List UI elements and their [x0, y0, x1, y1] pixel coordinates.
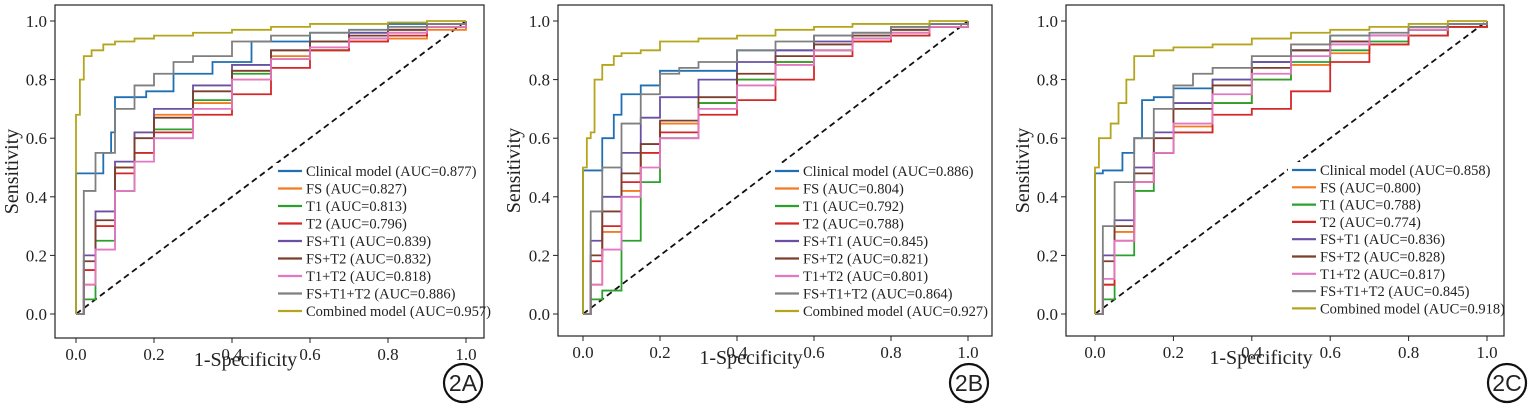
y-axis-label: Sensitivity [1, 129, 23, 215]
x-tick-label: 0.0 [65, 345, 86, 364]
y-tick-label: 1.0 [26, 12, 47, 31]
x-axis-label: 1-Specificity [194, 349, 297, 371]
x-tick-label: 0.2 [649, 343, 670, 362]
y-tick-label: 0.6 [529, 129, 550, 148]
panel-tag-label: 2A [449, 370, 478, 396]
panel-tag-label: 2C [1492, 370, 1521, 396]
legend-entry: FS (AUC=0.800) [1320, 180, 1421, 196]
x-axis-label: 1-Specificity [699, 347, 802, 369]
legend-entry: Combined model (AUC=0.927) [803, 304, 988, 320]
y-tick-label: 0.4 [1037, 188, 1059, 207]
y-tick-label: 0.8 [26, 71, 47, 90]
x-tick-label: 0.6 [299, 345, 320, 364]
x-tick-label: 1.0 [455, 345, 476, 364]
legend-entry: Combined model (AUC=0.918) [1320, 301, 1505, 317]
legend-entry: FS+T2 (AUC=0.828) [1320, 250, 1445, 266]
x-tick-label: 0.6 [1320, 343, 1341, 362]
reference-diagonal [75, 20, 467, 315]
x-tick-label: 0.2 [1163, 343, 1184, 362]
legend-entry: T2 (AUC=0.788) [803, 217, 904, 233]
legend-entry: T1+T2 (AUC=0.818) [306, 269, 431, 285]
axes-frame [54, 4, 485, 339]
y-axis-label: Sensitivity [503, 128, 525, 214]
roc-curve-9 [1094, 20, 1487, 314]
panel-tag-circle [948, 362, 990, 404]
x-tick-label: 0.4 [726, 343, 748, 362]
panel-tag-label: 2B [955, 370, 983, 396]
legend-entry: T2 (AUC=0.774) [1320, 215, 1421, 231]
y-tick-label: 0.8 [529, 71, 550, 90]
legend-entry: FS+T2 (AUC=0.821) [803, 252, 928, 268]
legend-box [1288, 162, 1500, 312]
legend-entry: T2 (AUC=0.796) [306, 217, 407, 233]
panel-tag-circle [442, 362, 484, 404]
y-tick-label: 0.4 [26, 188, 48, 207]
y-tick-label: 1.0 [529, 12, 550, 31]
axes-frame [1065, 4, 1505, 337]
legend-box [274, 163, 482, 315]
legend-entry: FS (AUC=0.804) [803, 182, 904, 198]
y-tick-label: 0.0 [1037, 305, 1058, 324]
x-tick-label: 0.4 [1241, 343, 1263, 362]
legend-entry: FS+T1 (AUC=0.839) [306, 234, 431, 250]
y-tick-label: 0.2 [529, 246, 550, 265]
legend-entry: FS+T1+T2 (AUC=0.886) [306, 287, 456, 303]
legend-entry: T1 (AUC=0.788) [1320, 198, 1421, 214]
roc-curve-8 [583, 21, 969, 315]
x-tick-label: 0.8 [377, 345, 398, 364]
legend-entry: T1 (AUC=0.792) [803, 199, 904, 215]
x-tick-label: 0.8 [1398, 343, 1419, 362]
legend-entry: FS+T1 (AUC=0.836) [1320, 232, 1445, 248]
x-tick-label: 0.8 [880, 343, 901, 362]
roc-curve-8 [1095, 21, 1488, 315]
roc-curve-7 [583, 21, 969, 315]
x-tick-label: 1.0 [957, 343, 978, 362]
roc-panel-2a: 0.0 0.2 0.4 0.6 0.8 1.0 0.0 0.2 0.4 0.6 0.8 1.0 1-Sp… [1, 4, 491, 404]
y-tick-label: 0.0 [26, 305, 47, 324]
legend-entry: Clinical model (AUC=0.858) [1320, 163, 1491, 179]
y-tick-label: 1.0 [1037, 12, 1058, 31]
legend-entry: Clinical model (AUC=0.877) [306, 164, 477, 180]
x-tick-label: 0.6 [803, 343, 824, 362]
legend: Clinical model (AUC=0.858)FS (AUC=0.800)… [1288, 162, 1505, 317]
legend-entry: FS+T1 (AUC=0.845) [803, 234, 928, 250]
legend-entry: Combined model (AUC=0.957) [306, 304, 491, 320]
legend: Clinical model (AUC=0.886) FS (AUC=0.804)… [771, 163, 988, 320]
roc-curve-8 [76, 21, 467, 315]
x-tick-label: 0.0 [1084, 343, 1105, 362]
y-tick-label: 0.2 [26, 246, 47, 265]
x-tick-label: 0.2 [143, 345, 164, 364]
y-tick-label: 0.0 [529, 305, 550, 324]
x-tick-label: 0.0 [572, 343, 593, 362]
legend-entry: FS+T1+T2 (AUC=0.845) [1320, 284, 1470, 300]
x-tick-label: 1.0 [1476, 343, 1497, 362]
x-tick-label: 0.4 [221, 345, 243, 364]
y-tick-label: 0.6 [26, 129, 47, 148]
y-tick-label: 0.6 [1037, 129, 1058, 148]
x-axis-label: 1-Specificity [1209, 347, 1312, 369]
roc-curve-9 [582, 20, 968, 314]
legend-entry: Clinical model (AUC=0.886) [803, 164, 974, 180]
legend-entry: FS (AUC=0.827) [306, 182, 407, 198]
legend-box [771, 163, 984, 315]
roc-curve-7 [76, 21, 467, 315]
legend: Clinical model (AUC=0.877) FS (AUC=0.827)… [274, 163, 491, 320]
axes-frame [557, 4, 993, 337]
y-tick-label: 0.8 [1037, 71, 1058, 90]
legend-entry: T1+T2 (AUC=0.817) [1320, 267, 1445, 283]
y-tick-label: 0.2 [1037, 246, 1058, 265]
panel-tag-circle [1486, 362, 1528, 404]
roc-panel-2c: 0.0 0.2 0.4 0.6 0.8 1.0 0.0 0.2 0.4 0.6 0.8 1.0 1-Sp… [1012, 4, 1528, 404]
y-axis-label: Sensitivity [1012, 128, 1034, 214]
legend-entry: FS+T1+T2 (AUC=0.864) [803, 287, 953, 303]
roc-panel-2b: 0.0 0.2 0.4 0.6 0.8 1.0 0.0 0.2 0.4 0.6 0.8 1.0 1-Sp… [503, 4, 993, 404]
legend-entry: T1+T2 (AUC=0.801) [803, 269, 928, 285]
roc-curve-9 [75, 20, 466, 314]
legend-entry: T1 (AUC=0.813) [306, 199, 407, 215]
legend-entry: FS+T2 (AUC=0.832) [306, 252, 431, 268]
y-tick-label: 0.4 [529, 188, 551, 207]
